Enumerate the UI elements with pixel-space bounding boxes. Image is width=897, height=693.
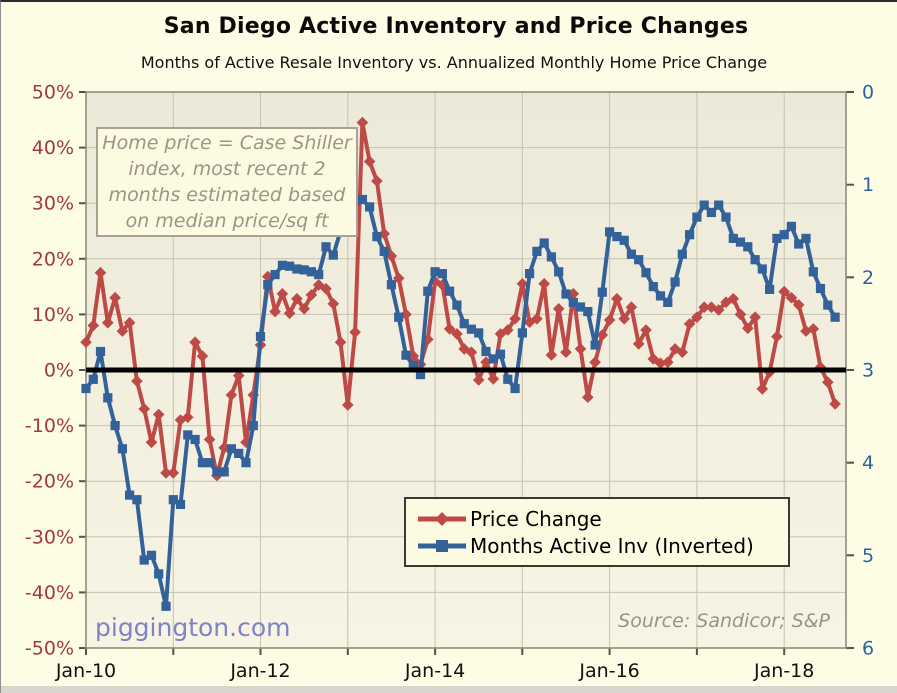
- annotation-line: index, most recent 2: [128, 158, 326, 180]
- legend-item-price-change: Price Change: [416, 507, 788, 531]
- annotation-box: Home price = Case Shiller index, most re…: [96, 127, 358, 237]
- svg-text:Jan-12: Jan-12: [229, 660, 290, 682]
- svg-text:40%: 40%: [32, 137, 74, 159]
- svg-text:0: 0: [862, 82, 874, 104]
- price-change-line-marker-icon: [418, 511, 466, 526]
- months-active-inv-series: [81, 194, 840, 611]
- annotation-line: Home price = Case Shiller: [102, 132, 352, 154]
- svg-text:10%: 10%: [32, 304, 74, 326]
- svg-text:-10%: -10%: [25, 415, 74, 437]
- inventory-line-marker-icon: [418, 539, 466, 552]
- svg-text:Jan-10: Jan-10: [55, 660, 116, 682]
- svg-text:2: 2: [862, 267, 874, 289]
- svg-text:Jan-18: Jan-18: [753, 660, 814, 682]
- legend-label-months-active-inv: Months Active Inv (Inverted): [470, 533, 754, 558]
- legend-item-months-active-inv: Months Active Inv (Inverted): [416, 534, 788, 558]
- annotation-line: on median price/sq ft: [125, 210, 329, 232]
- svg-text:3: 3: [862, 360, 874, 382]
- svg-text:20%: 20%: [32, 248, 74, 270]
- svg-text:30%: 30%: [32, 193, 74, 215]
- svg-text:1: 1: [862, 174, 874, 196]
- annotation-line: months estimated based: [108, 184, 346, 206]
- svg-text:50%: 50%: [32, 82, 74, 104]
- svg-text:-20%: -20%: [25, 471, 74, 493]
- legend: Price Change Months Active Inv (Inverted…: [404, 497, 790, 567]
- svg-text:5: 5: [862, 545, 874, 567]
- chart-subtitle: Months of Active Resale Inventory vs. An…: [140, 53, 768, 72]
- chart-title: San Diego Active Inventory and Price Cha…: [163, 14, 749, 39]
- axis-ticks: [79, 91, 854, 655]
- left-axis-labels: 50% 40% 30% 20% 10% 0% -10% -20% -30% -40% -50%: [25, 82, 74, 660]
- legend-label-price-change: Price Change: [470, 506, 602, 531]
- svg-text:Jan-16: Jan-16: [578, 660, 639, 682]
- svg-text:-30%: -30%: [25, 526, 74, 548]
- watermark-piggington: piggington.com: [95, 613, 291, 642]
- svg-text:0%: 0%: [44, 360, 74, 382]
- right-axis-labels: 0 1 2 3 4 5 6: [862, 82, 874, 660]
- source-note: Source: Sandicor; S&P: [618, 610, 830, 632]
- svg-text:6: 6: [862, 638, 874, 660]
- svg-text:4: 4: [862, 452, 874, 474]
- price-change-series: [80, 116, 841, 482]
- window-bottom-strip: [1, 686, 897, 693]
- svg-text:-40%: -40%: [25, 582, 74, 604]
- svg-text:Jan-14: Jan-14: [404, 660, 465, 682]
- svg-text:-50%: -50%: [25, 638, 74, 660]
- x-axis-labels: Jan-10 Jan-12 Jan-14 Jan-16 Jan-18: [55, 660, 815, 682]
